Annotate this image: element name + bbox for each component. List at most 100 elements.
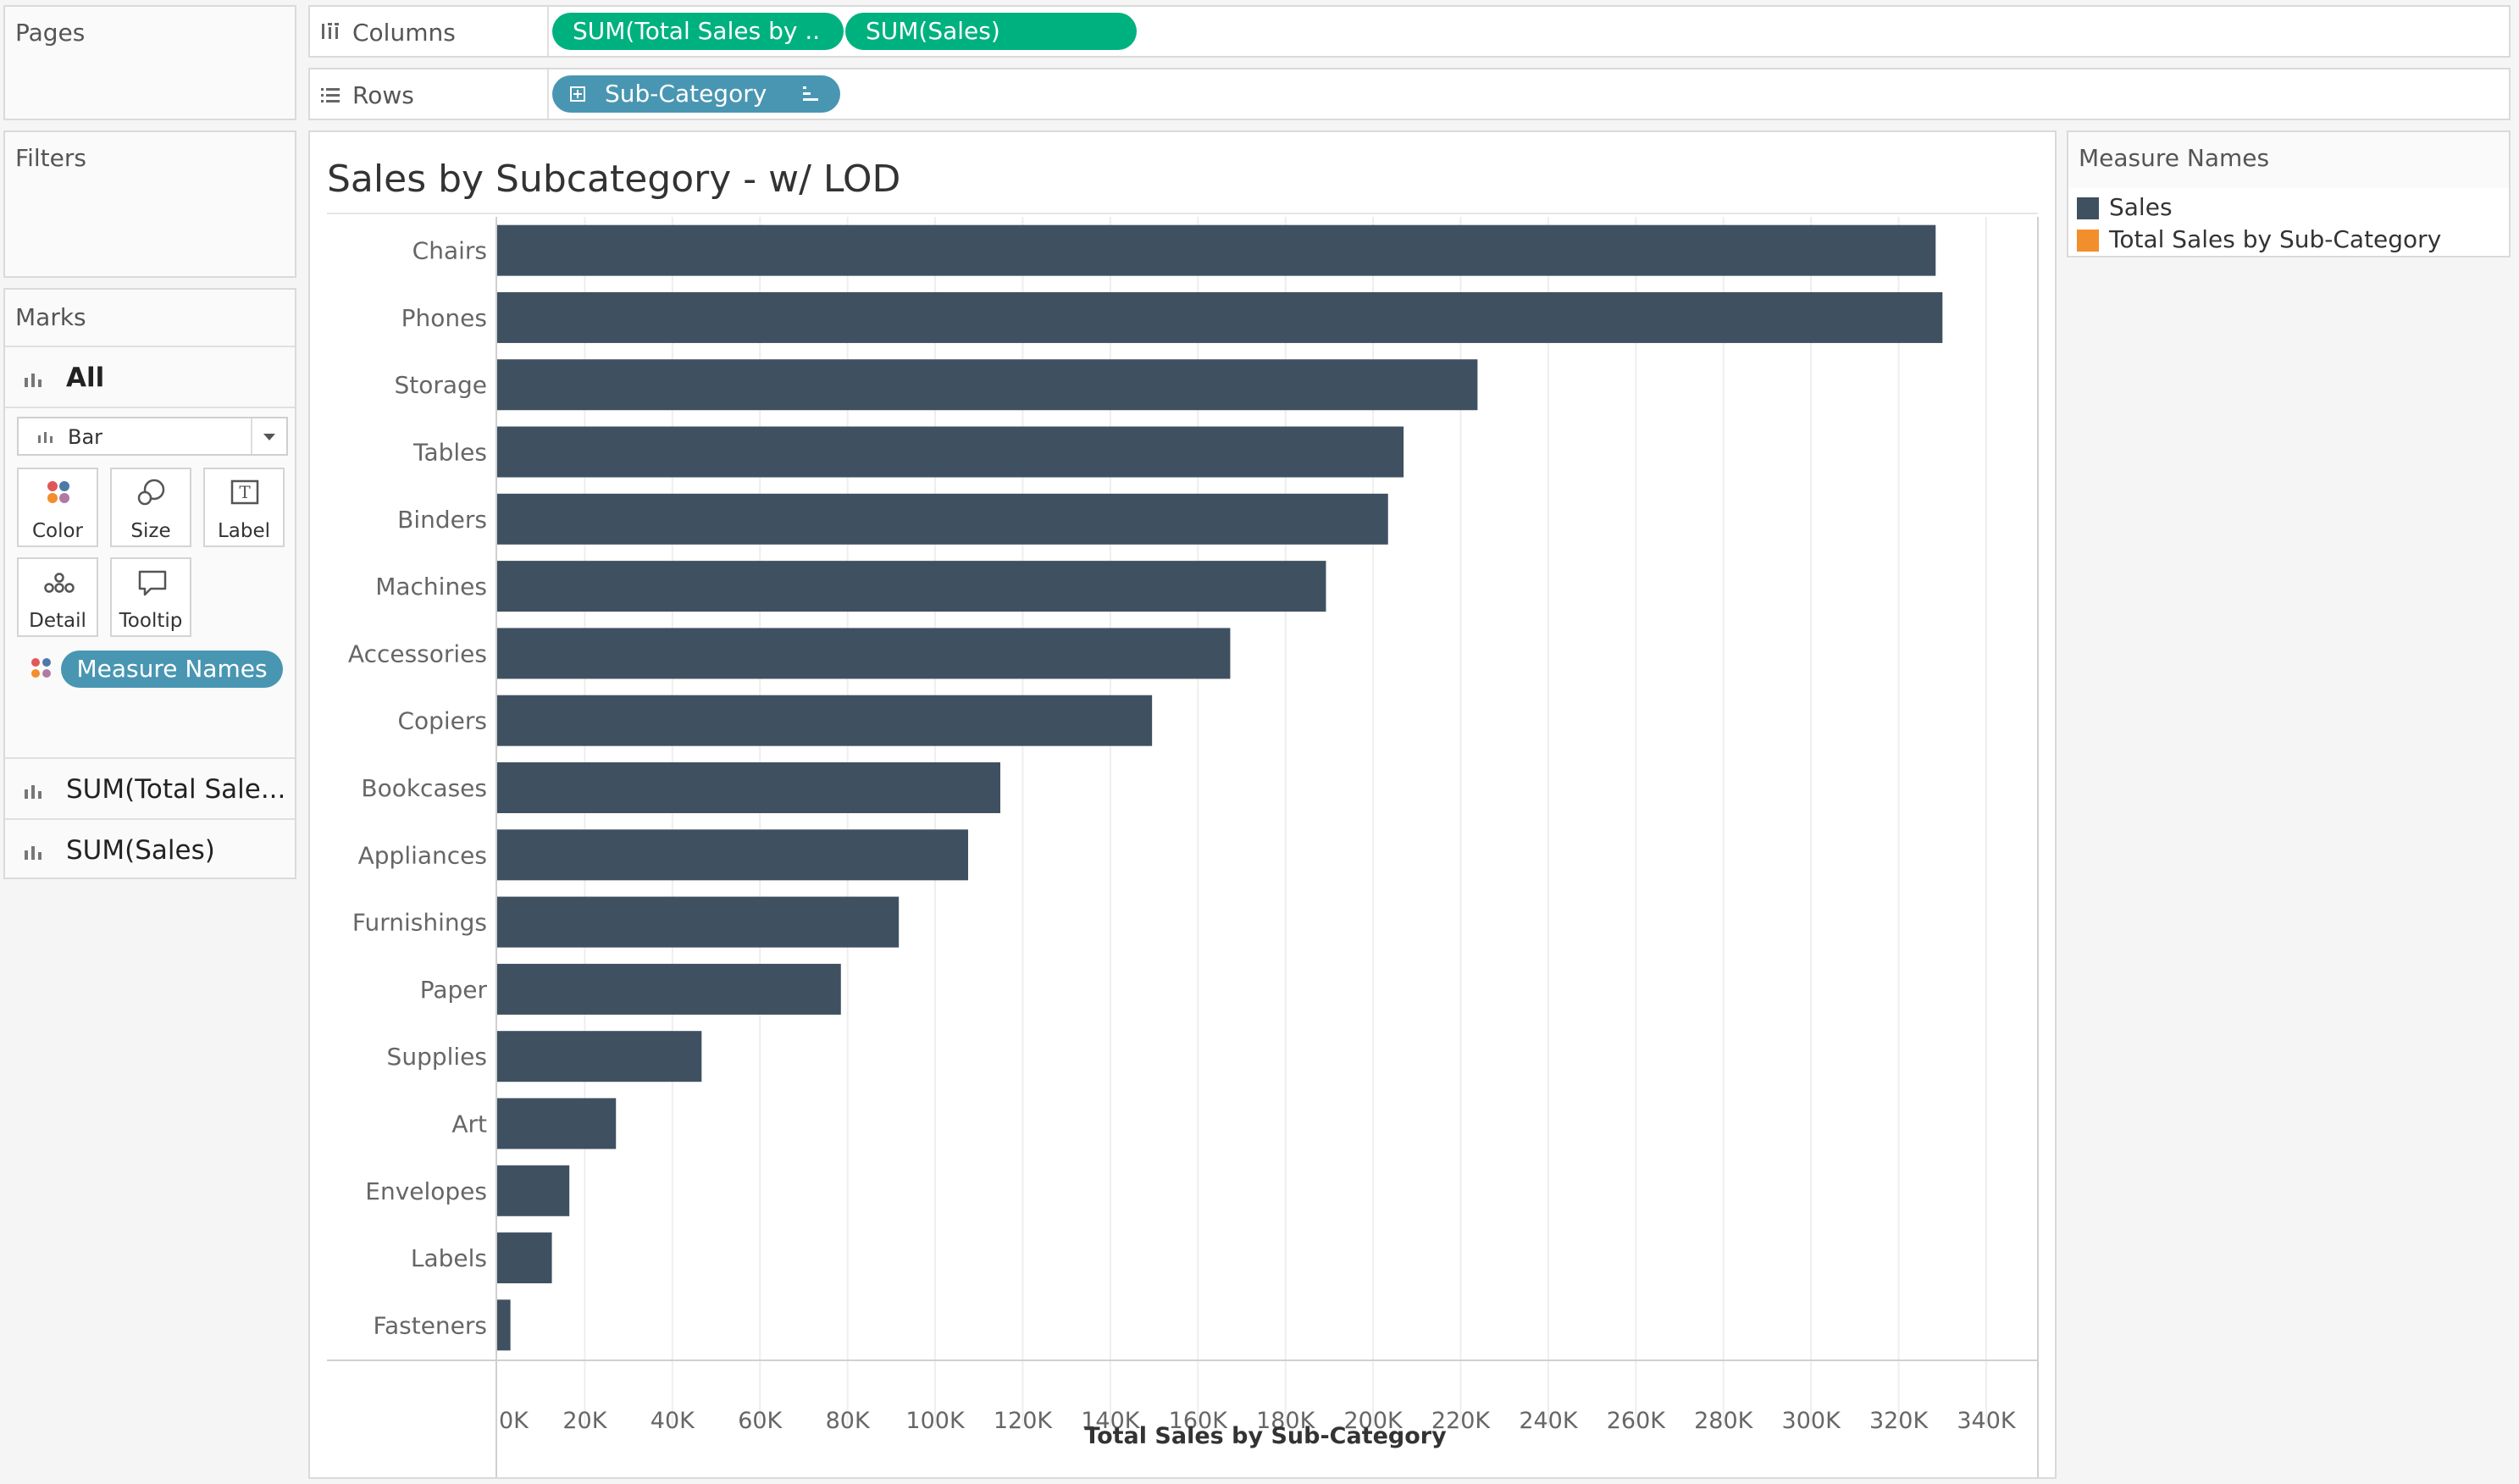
mark-type-dropdown[interactable]: Bar xyxy=(17,417,288,456)
bar-furnishings[interactable] xyxy=(497,896,900,948)
bar-paper[interactable] xyxy=(497,963,841,1015)
size-button-label: Size xyxy=(130,520,171,542)
sort-descending-icon[interactable] xyxy=(801,85,822,103)
bar-chart-icon xyxy=(25,374,42,387)
bar-art[interactable] xyxy=(497,1098,617,1149)
bar-accessories[interactable] xyxy=(497,628,1231,679)
category-label: Accessories xyxy=(348,640,487,667)
pages-card: Pages xyxy=(3,5,296,120)
x-tick-label: 100K xyxy=(905,1408,966,1434)
bar-chart: Sales by Subcategory - w/ LOD Chairs Phon… xyxy=(327,158,2039,1477)
legend-item-label: Total Sales by Sub-Category xyxy=(2109,225,2442,253)
bar-copiers[interactable] xyxy=(497,695,1153,746)
x-axis-title: Total Sales by Sub-Category xyxy=(1084,1423,1447,1449)
bar-bookcases[interactable] xyxy=(497,762,1000,813)
legend-item-label: Sales xyxy=(2109,193,2173,221)
marks-card: Marks All Bar Color Size xyxy=(3,288,296,879)
filters-card: Filters xyxy=(3,130,296,278)
divider xyxy=(5,757,295,759)
legend-item-total-sales[interactable]: Total Sales by Sub-Category xyxy=(2077,225,2500,254)
bar-labels[interactable] xyxy=(497,1232,552,1284)
color-button-label: Color xyxy=(31,520,84,542)
x-tick-label: 240K xyxy=(1519,1408,1579,1434)
marks-all-label: All xyxy=(66,363,105,393)
detail-button[interactable]: Detail xyxy=(17,557,98,637)
size-button[interactable]: Size xyxy=(110,468,191,547)
marks-all-row[interactable]: All xyxy=(5,349,295,407)
gridlines xyxy=(327,213,2039,1477)
x-tick-label: 160K xyxy=(1169,1408,1229,1434)
x-tick-label: 60K xyxy=(738,1408,783,1434)
x-tick-label: 120K xyxy=(994,1408,1054,1434)
category-label: Art xyxy=(451,1110,487,1138)
columns-shelf: Columns SUM(Total Sales by .. SUM(Sales) xyxy=(308,5,2511,58)
rows-label: Rows xyxy=(352,81,414,109)
mark-type-value: Bar xyxy=(68,425,103,449)
bar-chart-icon xyxy=(38,432,53,443)
bar-chart-icon xyxy=(25,846,42,860)
category-label: Furnishings xyxy=(352,909,487,937)
x-tick-label: 40K xyxy=(651,1408,695,1434)
expand-plus-icon xyxy=(570,86,585,102)
pages-title: Pages xyxy=(15,19,86,47)
category-label: Labels xyxy=(411,1244,487,1272)
chart-title: Sales by Subcategory - w/ LOD xyxy=(327,158,900,201)
detail-button-label: Detail xyxy=(29,610,86,632)
tooltip-button[interactable]: Tooltip xyxy=(110,557,191,637)
shelf-separator xyxy=(547,69,549,119)
x-tick-label: 0K xyxy=(499,1408,529,1434)
rows-pill-sub-category[interactable]: Sub-Category xyxy=(552,75,840,113)
bar-fasteners[interactable] xyxy=(497,1299,511,1351)
size-circles-icon xyxy=(137,479,165,506)
bar-appliances[interactable] xyxy=(497,829,969,881)
x-tick-label: 260K xyxy=(1607,1408,1667,1434)
label-button[interactable]: T Label xyxy=(203,468,285,547)
measure-row-label: SUM(Sales) xyxy=(66,835,215,866)
bar-supplies[interactable] xyxy=(497,1031,702,1083)
color-dots-icon xyxy=(31,658,51,678)
legend-swatch xyxy=(2077,230,2099,252)
rows-pill-label: Sub-Category xyxy=(605,80,767,108)
rows-shelf: Rows Sub-Category xyxy=(308,68,2511,120)
bar-chart-icon xyxy=(25,785,42,799)
divider xyxy=(5,407,295,408)
bar-chairs[interactable] xyxy=(497,224,1936,276)
speech-bubble-icon xyxy=(138,570,167,596)
marks-title: Marks xyxy=(15,303,86,331)
bar-machines[interactable] xyxy=(497,561,1326,612)
x-tick-label: 220K xyxy=(1431,1408,1492,1434)
color-button[interactable]: Color xyxy=(17,468,98,547)
rows-icon xyxy=(321,88,340,102)
bar-phones[interactable] xyxy=(497,291,1943,343)
category-labels: Chairs Phones Storage Tables Binders Machines… xyxy=(348,237,488,1340)
dropdown-separator xyxy=(251,418,252,454)
legend-body: Sales Total Sales by Sub-Category xyxy=(2068,188,2509,256)
category-label: Chairs xyxy=(412,237,487,265)
legend-card: Measure Names Sales Total Sales by Sub-C… xyxy=(2067,130,2511,257)
columns-pill-sales[interactable]: SUM(Sales) xyxy=(845,13,1137,50)
columns-icon xyxy=(322,23,339,39)
category-label: Envelopes xyxy=(365,1177,487,1205)
category-label: Copiers xyxy=(397,707,487,735)
color-dots-icon xyxy=(47,481,69,503)
bar-tables[interactable] xyxy=(497,426,1404,478)
bar-storage[interactable] xyxy=(497,359,1478,411)
filters-title: Filters xyxy=(15,144,86,172)
tooltip-button-label: Tooltip xyxy=(119,610,183,632)
x-tick-label: 280K xyxy=(1694,1408,1754,1434)
measure-row-sales[interactable]: SUM(Sales) xyxy=(5,822,295,878)
category-label: Storage xyxy=(394,371,487,399)
measure-row-total-sales[interactable]: SUM(Total Sale... xyxy=(5,761,295,818)
chart-card: Sales by Subcategory - w/ LOD Chairs Phon… xyxy=(308,130,2057,1479)
category-label: Paper xyxy=(420,976,488,1004)
category-label: Machines xyxy=(375,573,487,601)
measure-row-label: SUM(Total Sale... xyxy=(66,774,286,805)
columns-pill-total-sales[interactable]: SUM(Total Sales by .. xyxy=(552,13,844,50)
x-tick-label: 180K xyxy=(1256,1408,1316,1434)
x-tick-label: 20K xyxy=(562,1408,607,1434)
bar-binders[interactable] xyxy=(497,493,1388,545)
svg-text:T: T xyxy=(239,482,251,502)
legend-item-sales[interactable]: Sales xyxy=(2077,193,2500,222)
measure-names-pill[interactable]: Measure Names xyxy=(61,651,283,688)
bar-envelopes[interactable] xyxy=(497,1165,570,1216)
